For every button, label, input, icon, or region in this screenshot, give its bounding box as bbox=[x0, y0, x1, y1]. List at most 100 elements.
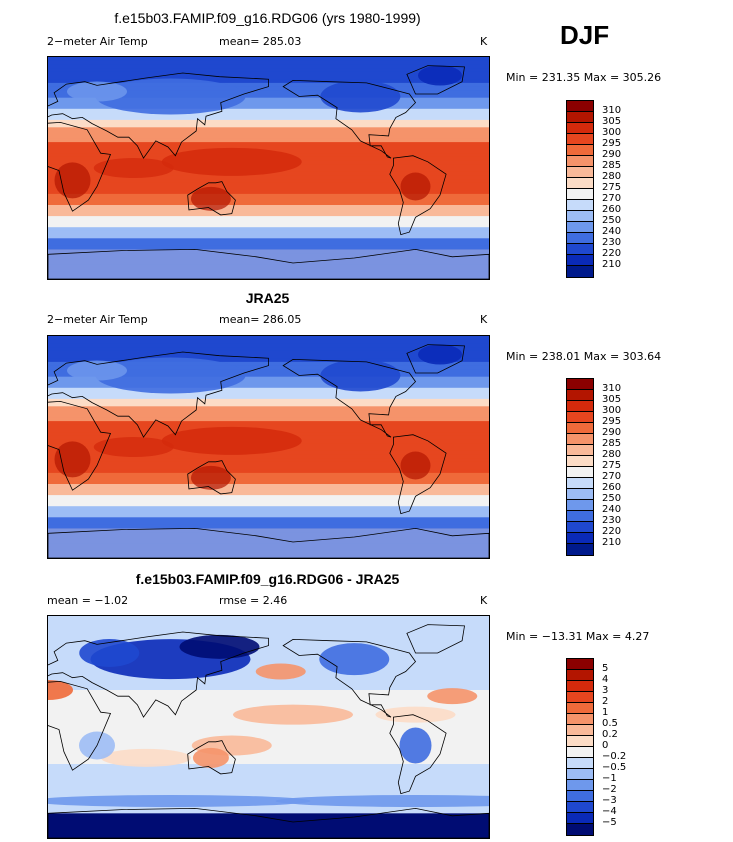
colorbar-box bbox=[567, 156, 593, 167]
colorbar-label: 240 bbox=[602, 504, 622, 515]
panel3-map bbox=[47, 615, 490, 839]
colorbar-label: 300 bbox=[602, 405, 622, 416]
colorbar-box bbox=[567, 112, 593, 123]
panel3-colorbar-labels: 5 4 3 2 1 0.5 0.2 0 −0.2 −0.5 −1 −2 −3 −4 −5 bbox=[602, 663, 626, 828]
colorbar-label: 250 bbox=[602, 493, 622, 504]
colorbar-label: 280 bbox=[602, 449, 622, 460]
colorbar-box bbox=[567, 824, 593, 835]
colorbar-box bbox=[567, 522, 593, 533]
colorbar-box bbox=[567, 123, 593, 134]
colorbar-box bbox=[567, 747, 593, 758]
panel3-range: Min = −13.31 Max = 4.27 bbox=[506, 630, 650, 643]
panel2-title: JRA25 bbox=[245, 290, 290, 306]
colorbar-label: 260 bbox=[602, 482, 622, 493]
colorbar3-boxes bbox=[566, 658, 594, 836]
panel3-title: f.e15b03.FAMIP.f09_g16.RDG06 - JRA25 bbox=[135, 571, 400, 587]
colorbar-label: 305 bbox=[602, 394, 622, 405]
colorbar-box bbox=[567, 233, 593, 244]
panel2-variable: 2−meter Air Temp bbox=[47, 313, 148, 326]
colorbar-box bbox=[567, 244, 593, 255]
colorbar-box bbox=[567, 489, 593, 500]
colorbar-box bbox=[567, 189, 593, 200]
colorbar-box bbox=[567, 511, 593, 522]
panel2-map bbox=[47, 335, 490, 559]
colorbar-box bbox=[567, 434, 593, 445]
colorbar-label: 290 bbox=[602, 427, 622, 438]
colorbar-box bbox=[567, 692, 593, 703]
colorbar-label: 300 bbox=[602, 127, 622, 138]
panel1-variable: 2−meter Air Temp bbox=[47, 35, 148, 48]
panel2-range: Min = 238.01 Max = 303.64 bbox=[506, 350, 662, 363]
panel3-rmse: rmse = 2.46 bbox=[219, 594, 288, 607]
colorbar-box bbox=[567, 445, 593, 456]
colorbar-label: 310 bbox=[602, 383, 622, 394]
colorbar-label: 230 bbox=[602, 515, 622, 526]
season-label: DJF bbox=[560, 20, 610, 50]
map3-svg bbox=[48, 616, 489, 838]
colorbar-box bbox=[567, 736, 593, 747]
panel1-title: f.e15b03.FAMIP.f09_g16.RDG06 (yrs 1980-1… bbox=[114, 10, 421, 26]
colorbar-label: 220 bbox=[602, 248, 622, 259]
colorbar-label: 0.5 bbox=[602, 718, 618, 729]
colorbar-label: −3 bbox=[602, 795, 617, 806]
panel3-units: K bbox=[480, 594, 488, 607]
panel1-mean: mean= 285.03 bbox=[219, 35, 302, 48]
colorbar-label: 230 bbox=[602, 237, 622, 248]
colorbar-label: 285 bbox=[602, 438, 622, 449]
colorbar-label: 275 bbox=[602, 460, 622, 471]
panel2-colorbar bbox=[566, 378, 594, 556]
panel1-map bbox=[47, 56, 490, 280]
colorbar-box bbox=[567, 222, 593, 233]
colorbar-label: −2 bbox=[602, 784, 617, 795]
colorbar-label: 270 bbox=[602, 471, 622, 482]
colorbar-label: −0.2 bbox=[602, 751, 627, 762]
panel2-mean: mean= 286.05 bbox=[219, 313, 302, 326]
colorbar-label: 310 bbox=[602, 105, 622, 116]
colorbar-label: −1 bbox=[602, 773, 617, 784]
colorbar-label: 210 bbox=[602, 537, 622, 548]
panel3-colorbar bbox=[566, 658, 594, 836]
map2-svg bbox=[48, 336, 489, 558]
colorbar-label: 0.2 bbox=[602, 729, 618, 740]
colorbar-label: −5 bbox=[602, 817, 617, 828]
colorbar-box bbox=[567, 791, 593, 802]
colorbar-label: 210 bbox=[602, 259, 622, 270]
colorbar-box bbox=[567, 211, 593, 222]
colorbar-box bbox=[567, 266, 593, 277]
panel1-colorbar-labels: 310 305 300 295 290 285 280 275 270 260 250 240 230 2… bbox=[602, 105, 621, 270]
colorbar-box bbox=[567, 725, 593, 736]
panel2-units: K bbox=[480, 313, 488, 326]
colorbar-box bbox=[567, 533, 593, 544]
colorbar-label: 220 bbox=[602, 526, 622, 537]
colorbar-box bbox=[567, 401, 593, 412]
colorbar-label: 260 bbox=[602, 204, 622, 215]
colorbar-label: 4 bbox=[602, 674, 609, 685]
colorbar1-boxes bbox=[566, 100, 594, 278]
colorbar-label: 1 bbox=[602, 707, 609, 718]
colorbar-box bbox=[567, 769, 593, 780]
colorbar-box bbox=[567, 780, 593, 791]
colorbar-box bbox=[567, 802, 593, 813]
panel3-mean: mean = −1.02 bbox=[47, 594, 129, 607]
colorbar-box bbox=[567, 813, 593, 824]
colorbar-box bbox=[567, 500, 593, 511]
colorbar-box bbox=[567, 379, 593, 390]
colorbar-label: 0 bbox=[602, 740, 609, 751]
colorbar-box bbox=[567, 423, 593, 434]
colorbar-label: 295 bbox=[602, 138, 622, 149]
colorbar-box bbox=[567, 456, 593, 467]
colorbar-label: 250 bbox=[602, 215, 622, 226]
colorbar-label: 280 bbox=[602, 171, 622, 182]
map1-svg bbox=[48, 57, 489, 279]
colorbar-box bbox=[567, 178, 593, 189]
colorbar-box bbox=[567, 703, 593, 714]
colorbar-box bbox=[567, 478, 593, 489]
colorbar-box bbox=[567, 255, 593, 266]
colorbar-box bbox=[567, 134, 593, 145]
panel1-units: K bbox=[480, 35, 488, 48]
colorbar-box bbox=[567, 670, 593, 681]
colorbar2-boxes bbox=[566, 378, 594, 556]
colorbar-label: 3 bbox=[602, 685, 609, 696]
colorbar-label: 295 bbox=[602, 416, 622, 427]
colorbar-box bbox=[567, 681, 593, 692]
